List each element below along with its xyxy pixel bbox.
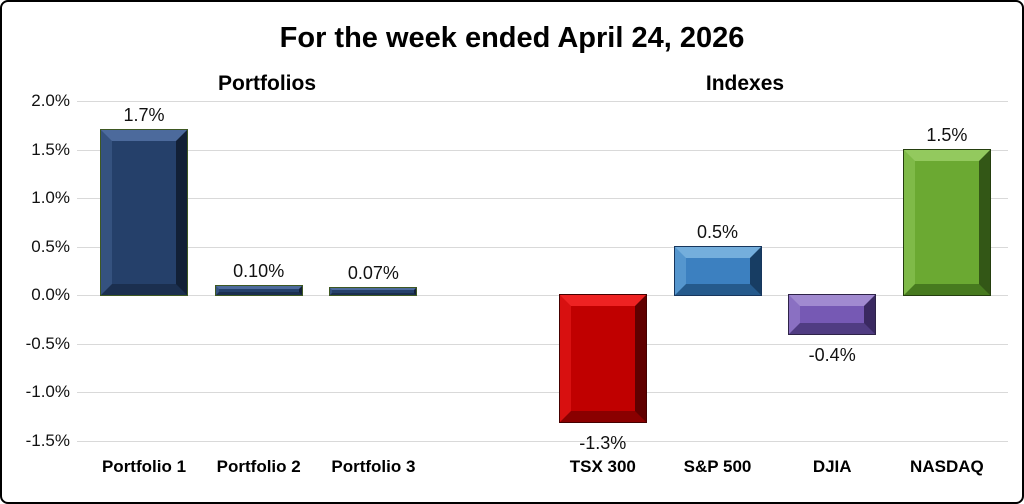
bar-portfolio-3 xyxy=(329,287,418,297)
gridline xyxy=(77,343,1008,345)
value-label-s-p-500: 0.5% xyxy=(696,221,739,242)
category-label-nasdaq: NASDAQ xyxy=(910,457,984,476)
bar-portfolio-2 xyxy=(214,284,303,297)
value-label-portfolio-2: 0.10% xyxy=(233,260,285,281)
category-label-portfolio-3: Portfolio 3 xyxy=(331,457,416,476)
gridline xyxy=(77,392,1008,394)
group-header-portfolios: Portfolios xyxy=(218,72,316,95)
gridline xyxy=(77,295,1008,297)
y-axis-tick-label: 1.5% xyxy=(31,139,70,159)
category-label-portfolio-1: Portfolio 1 xyxy=(101,457,187,476)
category-label-s-p-500: S&P 500 xyxy=(683,457,752,476)
y-axis-tick-label: 0.0% xyxy=(31,285,70,305)
gridline xyxy=(77,246,1008,248)
value-label-tsx-300: -1.3% xyxy=(579,432,627,453)
value-label-djia: -0.4% xyxy=(808,345,856,366)
bar-s-p-500 xyxy=(673,245,762,297)
y-axis-tick-label: -0.5% xyxy=(25,333,70,353)
y-axis-tick-label: 2.0% xyxy=(31,91,70,110)
category-label-portfolio-2: Portfolio 2 xyxy=(216,457,301,476)
gridline xyxy=(77,198,1008,200)
bar-tsx-300 xyxy=(558,294,647,423)
group-header-indexes: Indexes xyxy=(705,72,785,95)
category-label-tsx-300: TSX 300 xyxy=(569,457,636,476)
category-label-djia: DJIA xyxy=(812,457,852,476)
gridline xyxy=(77,441,1008,442)
value-label-portfolio-1: 1.7% xyxy=(123,105,165,126)
y-axis-tick-label: 1.0% xyxy=(31,188,70,208)
y-axis-tick-label: 0.5% xyxy=(31,236,70,256)
chart-title: For the week ended April 24, 2026 xyxy=(279,22,745,54)
bar-djia xyxy=(788,294,877,336)
y-axis-tick-label: -1.0% xyxy=(25,382,70,402)
y-axis-tick-label: -1.5% xyxy=(25,431,70,450)
value-label-portfolio-3: 0.07% xyxy=(347,263,399,284)
gridline xyxy=(77,149,1008,151)
gridline xyxy=(77,101,1008,102)
value-label-nasdaq: 1.5% xyxy=(926,124,968,145)
bar-nasdaq xyxy=(902,148,991,297)
bar-portfolio-1 xyxy=(100,129,188,297)
